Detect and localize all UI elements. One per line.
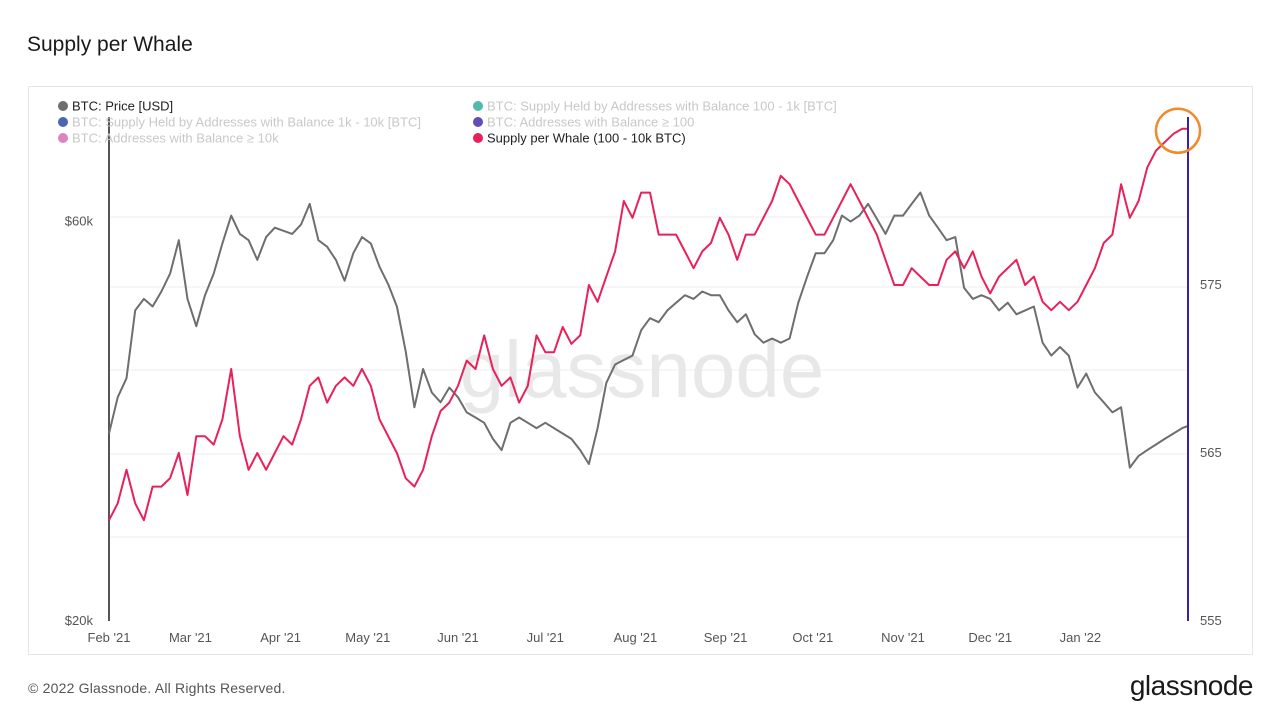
x-tick-label: Oct '21 bbox=[792, 630, 833, 645]
x-tick-label: Jan '22 bbox=[1060, 630, 1102, 645]
x-tick-label: Nov '21 bbox=[881, 630, 925, 645]
x-tick-label: Aug '21 bbox=[614, 630, 658, 645]
legend-item[interactable]: BTC: Addresses with Balance ≥ 100 bbox=[473, 115, 694, 130]
copyright-text: © 2022 Glassnode. All Rights Reserved. bbox=[28, 680, 286, 696]
x-tick-label: May '21 bbox=[345, 630, 390, 645]
legend-label: BTC: Addresses with Balance ≥ 10k bbox=[72, 131, 279, 146]
chart-panel: glassnode $60k $20k 575 565 555 Feb '21 Mar '21… bbox=[28, 86, 1253, 655]
legend-label: Supply per Whale (100 - 10k BTC) bbox=[487, 131, 686, 146]
left-tick-label: $60k bbox=[65, 214, 94, 229]
chart-legend: BTC: Price [USD] BTC: Supply Held by Addr… bbox=[58, 99, 837, 146]
chart-svg: glassnode $60k $20k 575 565 555 Feb '21 Mar '21… bbox=[58, 99, 1222, 645]
x-tick-label: Jun '21 bbox=[437, 630, 479, 645]
legend-label: BTC: Supply Held by Addresses with Balan… bbox=[72, 115, 421, 130]
glassnode-logo[interactable]: glassnode bbox=[1129, 670, 1254, 701]
legend-item[interactable]: BTC: Addresses with Balance ≥ 10k bbox=[58, 131, 279, 146]
legend-swatch bbox=[58, 117, 68, 127]
left-tick-label: $20k bbox=[65, 613, 94, 628]
page-title: Supply per Whale bbox=[27, 33, 193, 56]
legend-swatch bbox=[58, 133, 68, 143]
x-tick-label: Feb '21 bbox=[88, 630, 131, 645]
legend-label: BTC: Price [USD] bbox=[72, 99, 173, 114]
right-tick-label: 575 bbox=[1200, 277, 1222, 292]
legend-swatch bbox=[473, 117, 483, 127]
legend-label: BTC: Supply Held by Addresses with Balan… bbox=[487, 99, 837, 114]
legend-item[interactable]: BTC: Price [USD] bbox=[58, 99, 173, 114]
highlight-circle bbox=[1154, 107, 1202, 155]
x-tick-label: Sep '21 bbox=[704, 630, 748, 645]
legend-item[interactable]: Supply per Whale (100 - 10k BTC) bbox=[473, 131, 686, 146]
supply-per-whale-series-line bbox=[108, 127, 1188, 522]
x-tick-label: Mar '21 bbox=[169, 630, 212, 645]
legend-item[interactable]: BTC: Supply Held by Addresses with Balan… bbox=[58, 115, 421, 130]
watermark-text: glassnode bbox=[460, 325, 825, 414]
legend-label: BTC: Addresses with Balance ≥ 100 bbox=[487, 115, 694, 130]
right-tick-label: 555 bbox=[1200, 613, 1222, 628]
legend-item[interactable]: BTC: Supply Held by Addresses with Balan… bbox=[473, 99, 837, 114]
x-tick-label: Apr '21 bbox=[260, 630, 301, 645]
x-tick-label: Jul '21 bbox=[527, 630, 564, 645]
x-tick-label: Dec '21 bbox=[968, 630, 1012, 645]
right-tick-label: 565 bbox=[1200, 445, 1222, 460]
legend-swatch bbox=[58, 101, 68, 111]
legend-swatch bbox=[473, 101, 483, 111]
legend-swatch bbox=[473, 133, 483, 143]
gridlines bbox=[109, 216, 1188, 538]
price-series-line bbox=[108, 191, 1189, 469]
